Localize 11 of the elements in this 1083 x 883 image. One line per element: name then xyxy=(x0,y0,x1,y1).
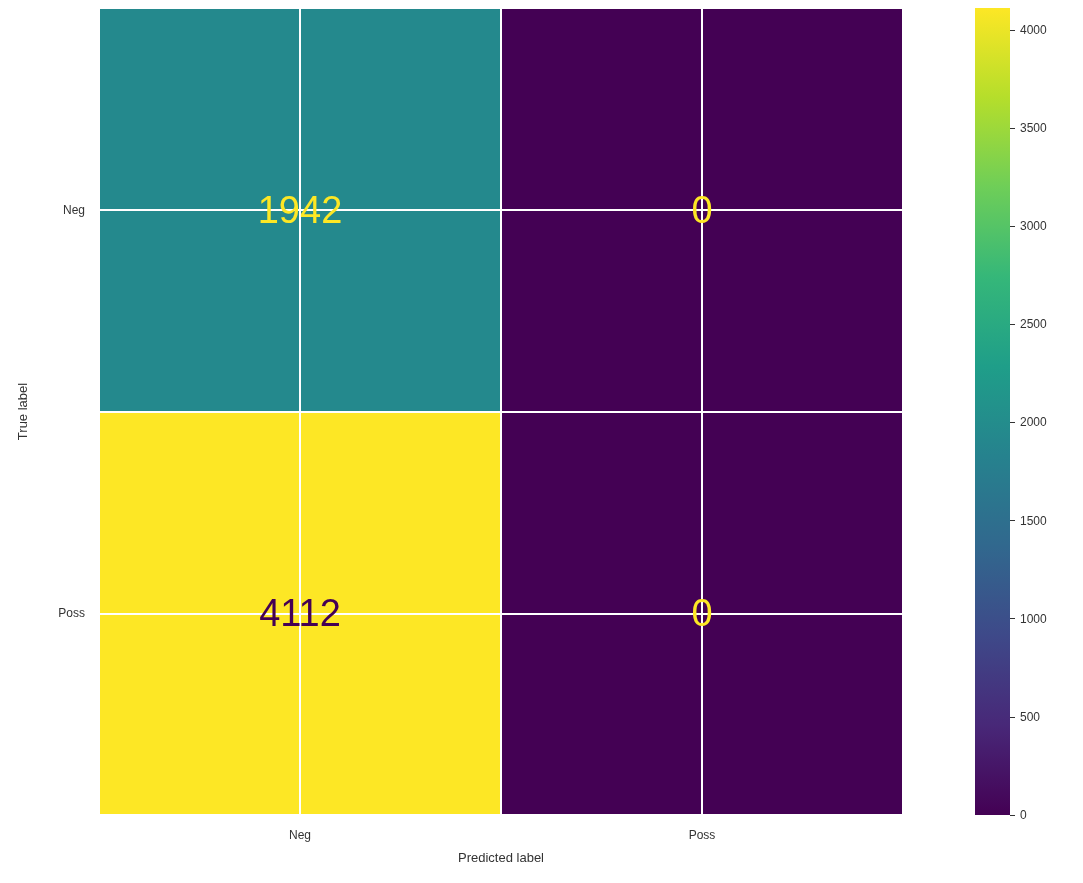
color-bar-label: 3500 xyxy=(1020,121,1048,136)
x-axis-title: Predicted label xyxy=(458,850,545,865)
color-bar-label: 1500 xyxy=(1020,513,1048,528)
color-bar-label: 0 xyxy=(1020,808,1027,822)
color-bar-label: 2500 xyxy=(1020,317,1048,332)
color-bar-label: 500 xyxy=(1020,709,1041,724)
color-bar-label: 1000 xyxy=(1020,611,1048,626)
y-axis-title: True label xyxy=(15,382,30,441)
color-bar-label: 4000 xyxy=(1020,22,1048,37)
color-bar-label: 2000 xyxy=(1020,415,1048,430)
color-bar-label: 3000 xyxy=(1020,219,1048,234)
